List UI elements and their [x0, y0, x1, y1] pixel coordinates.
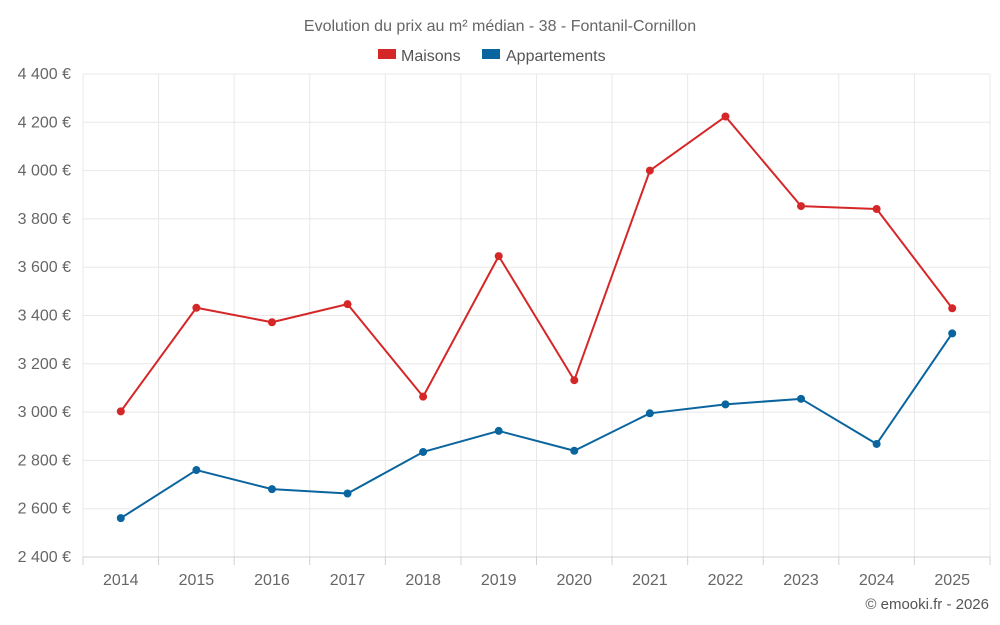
x-tick-label: 2016: [254, 572, 290, 589]
data-point-maisons[interactable]: [116, 407, 125, 416]
data-point-maisons[interactable]: [267, 318, 276, 327]
data-point-maisons[interactable]: [721, 112, 730, 121]
x-tick-label: 2020: [556, 572, 592, 589]
x-tick-label: 2018: [405, 572, 441, 589]
chart-title: Evolution du prix au m² médian - 38 - Fo…: [304, 18, 696, 35]
data-point-maisons[interactable]: [192, 303, 201, 312]
data-point-maisons[interactable]: [645, 166, 654, 175]
x-tick-label: 2022: [708, 572, 744, 589]
data-point-appartements[interactable]: [343, 489, 352, 498]
y-tick-label: 3 000 €: [18, 404, 71, 421]
x-tick-label: 2017: [330, 572, 366, 589]
y-tick-label: 3 600 €: [18, 259, 71, 276]
data-point-maisons[interactable]: [419, 392, 428, 401]
data-point-appartements[interactable]: [872, 439, 881, 448]
data-point-maisons[interactable]: [343, 300, 352, 309]
x-tick-label: 2019: [481, 572, 517, 589]
data-point-maisons[interactable]: [948, 304, 957, 313]
credit-text: © emooki.fr - 2026: [865, 596, 989, 613]
data-point-maisons[interactable]: [797, 202, 806, 211]
x-tick-label: 2025: [934, 572, 970, 589]
y-tick-label: 3 200 €: [18, 356, 71, 373]
series-line-maisons: [119, 115, 954, 412]
legend-label-appartements: Appartements: [506, 48, 606, 65]
legend-label-maisons: Maisons: [401, 48, 461, 65]
y-tick-label: 2 600 €: [18, 501, 71, 518]
data-point-appartements[interactable]: [797, 394, 806, 403]
data-point-appartements[interactable]: [494, 426, 503, 435]
data-point-appartements[interactable]: [192, 466, 201, 475]
x-tick-label: 2024: [859, 572, 895, 589]
y-tick-label: 4 000 €: [18, 163, 71, 180]
series-maisons: [116, 112, 957, 416]
data-point-maisons[interactable]: [872, 204, 881, 213]
data-point-appartements[interactable]: [570, 446, 579, 455]
legend-item-maisons[interactable]: Maisons: [378, 48, 461, 65]
y-axis: 2 400 € 2 600 € 2 800 € 3 000 € 3 200 € 3 400…: [18, 66, 71, 566]
legend-swatch-maisons: [378, 49, 396, 59]
y-tick-label: 4 200 €: [18, 114, 71, 131]
y-tick-label: 3 800 €: [18, 211, 71, 228]
y-tick-label: 3 400 €: [18, 308, 71, 325]
x-axis: 2014 2015 2016 2017 2018 2019 2020 2021 2022 2023…: [82, 556, 991, 589]
x-tick-label: 2014: [103, 572, 139, 589]
series-appartements: [116, 329, 957, 523]
data-point-appartements[interactable]: [721, 400, 730, 409]
data-point-appartements[interactable]: [948, 329, 957, 338]
series-layer: [116, 112, 957, 523]
legend: Maisons Appartements: [378, 48, 606, 65]
data-point-appartements[interactable]: [419, 447, 428, 456]
legend-swatch-appartements: [482, 49, 500, 59]
data-point-appartements[interactable]: [116, 514, 125, 523]
data-point-maisons[interactable]: [494, 252, 503, 261]
grid: [82, 73, 991, 558]
y-tick-label: 2 400 €: [18, 549, 71, 566]
data-point-maisons[interactable]: [570, 376, 579, 385]
x-tick-label: 2021: [632, 572, 668, 589]
data-point-appartements[interactable]: [267, 485, 276, 494]
series-line-appartements: [120, 332, 954, 519]
y-tick-label: 2 800 €: [18, 452, 71, 469]
y-tick-label: 4 400 €: [18, 66, 71, 83]
data-point-appartements[interactable]: [645, 409, 654, 418]
x-tick-label: 2023: [783, 572, 819, 589]
legend-item-appartements[interactable]: Appartements: [482, 48, 606, 65]
x-tick-label: 2015: [179, 572, 215, 589]
